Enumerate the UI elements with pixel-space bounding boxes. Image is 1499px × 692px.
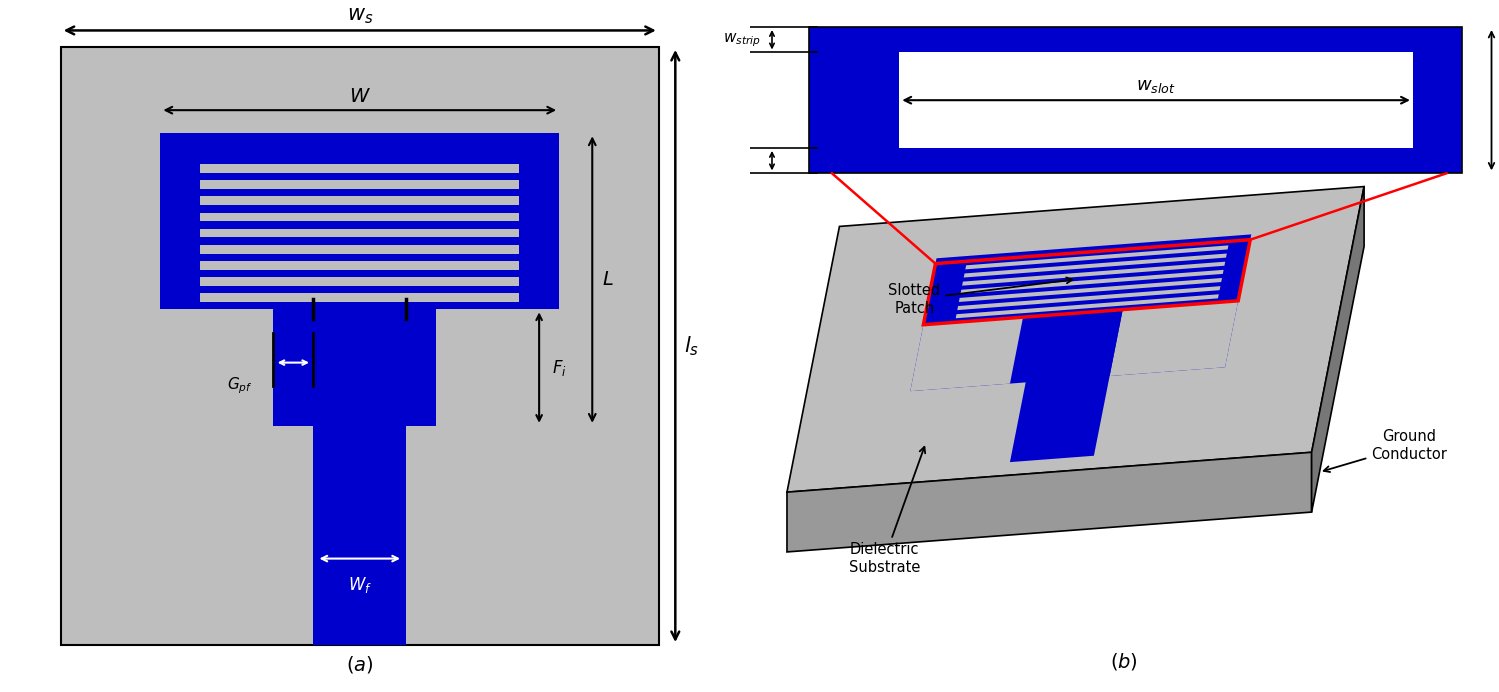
Text: $L$: $L$ [603,271,615,289]
Text: $F_i$: $F_i$ [553,358,567,378]
Bar [436,309,559,426]
Polygon shape [1010,309,1123,462]
Polygon shape [964,253,1226,277]
Polygon shape [910,317,1022,391]
Text: $l_s$: $l_s$ [684,334,699,358]
Bar [201,245,519,253]
Text: $w_s$: $w_s$ [346,6,373,26]
Text: $W_f$: $W_f$ [348,575,372,595]
Polygon shape [1109,301,1238,376]
Text: $W$: $W$ [349,87,370,105]
Polygon shape [965,246,1229,269]
Bar [201,229,519,237]
Text: Slotted
Patch: Slotted Patch [889,277,1072,316]
Polygon shape [787,453,1312,552]
Text: Ground
Conductor: Ground Conductor [1324,430,1447,472]
Text: $G_{pf}$: $G_{pf}$ [228,376,253,397]
Text: $(b)$: $(b)$ [1111,650,1138,671]
Polygon shape [958,286,1220,310]
Bar [201,197,519,205]
Polygon shape [910,235,1252,391]
Bar [160,309,273,426]
Polygon shape [962,262,1225,286]
Polygon shape [787,187,1364,492]
Polygon shape [956,294,1219,318]
Text: $w_{strip}$: $w_{strip}$ [723,31,760,48]
Bar [160,134,559,426]
Bar [201,277,519,286]
Bar [201,164,519,173]
Bar [809,27,1462,173]
Polygon shape [961,270,1223,294]
Text: Dielectric
Substrate: Dielectric Substrate [848,447,925,575]
Polygon shape [1312,187,1364,512]
Bar [201,261,519,270]
Text: $w_{slot}$: $w_{slot}$ [1136,77,1177,95]
Text: $(a)$: $(a)$ [346,654,373,675]
Bar [201,212,519,221]
Bar [899,53,1412,148]
Polygon shape [959,278,1222,302]
Bar [313,309,406,645]
Bar [201,293,519,302]
Bar [201,181,519,189]
